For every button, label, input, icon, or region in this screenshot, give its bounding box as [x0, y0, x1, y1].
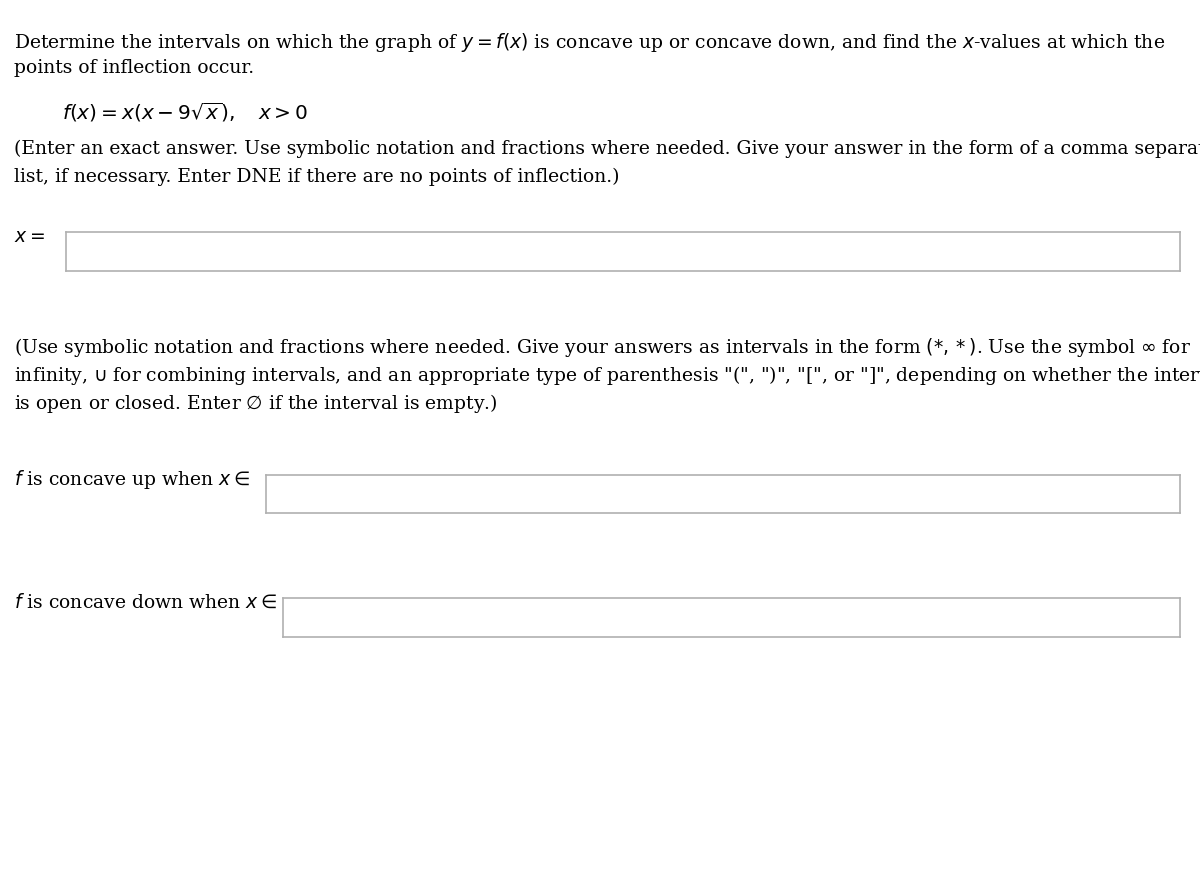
Text: list, if necessary. Enter DNE if there are no points of inflection.): list, if necessary. Enter DNE if there a…	[14, 168, 620, 187]
Text: $f$ is concave up when $x \in$: $f$ is concave up when $x \in$	[14, 468, 251, 491]
Text: (Enter an exact answer. Use symbolic notation and fractions where needed. Give y: (Enter an exact answer. Use symbolic not…	[14, 140, 1200, 159]
Text: $f(x) = x(x - 9\sqrt{x}), \quad x > 0$: $f(x) = x(x - 9\sqrt{x}), \quad x > 0$	[62, 101, 308, 124]
Text: infinity, $\cup$ for combining intervals, and an appropriate type of parenthesis: infinity, $\cup$ for combining intervals…	[14, 364, 1200, 386]
Text: $x = $: $x = $	[14, 228, 46, 245]
Text: points of inflection occur.: points of inflection occur.	[14, 59, 254, 77]
Text: Determine the intervals on which the graph of $y = f(x)$ is concave up or concav: Determine the intervals on which the gra…	[14, 31, 1165, 53]
Text: $f$ is concave down when $x \in$: $f$ is concave down when $x \in$	[14, 594, 278, 611]
Text: is open or closed. Enter $\varnothing$ if the interval is empty.): is open or closed. Enter $\varnothing$ i…	[14, 392, 498, 414]
Text: (Use symbolic notation and fractions where needed. Give your answers as interval: (Use symbolic notation and fractions whe…	[14, 336, 1192, 358]
